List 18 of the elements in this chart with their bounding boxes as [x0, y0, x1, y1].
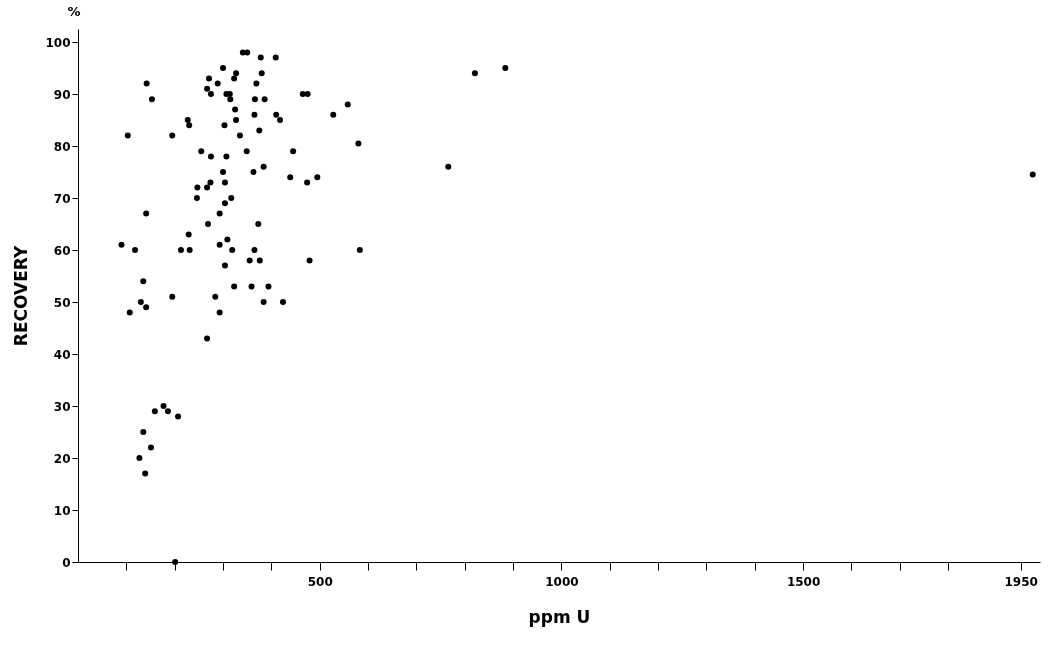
x-axis-title: ppm U: [528, 606, 591, 627]
y-tick-label: 50: [53, 295, 71, 310]
x-tick-label: 1000: [545, 574, 579, 589]
y-tick-label: 80: [53, 139, 71, 154]
y-tick-label: 90: [53, 87, 71, 102]
text: %: [67, 4, 81, 19]
y-tick-label: 20: [53, 451, 71, 466]
y-tick-label: 70: [53, 191, 71, 206]
x-tick-label: 500: [307, 574, 333, 589]
y-tick-label: 0: [62, 555, 71, 570]
y-tick-label: 100: [45, 35, 71, 50]
y-axis-title: RECOVERY: [11, 245, 32, 347]
y-tick-label: 40: [53, 347, 71, 362]
y-tick-label: 60: [53, 243, 71, 258]
y-tick-label: 10: [53, 503, 71, 518]
y-tick-label: 30: [53, 399, 71, 414]
x-tick-label: 1950: [1004, 574, 1038, 589]
x-tick-label: 1500: [786, 574, 821, 589]
